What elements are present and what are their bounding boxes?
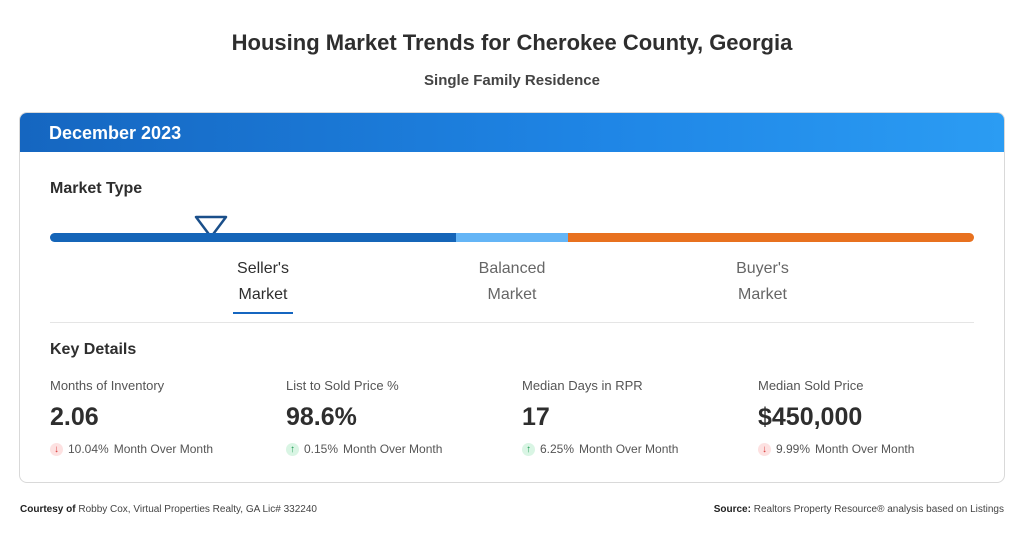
scale-segment-balanced	[456, 233, 568, 242]
stat-label: Median Sold Price	[758, 378, 864, 393]
stat-change-period: Month Over Month	[113, 442, 214, 456]
active-market-underline	[233, 312, 293, 314]
stat-median-sold-price: Median Sold Price $450,000 ↓ 9.99% Month…	[758, 378, 978, 456]
stat-median-days-in-rpr: Median Days in RPR 17 ↑ 6.25% Month Over…	[522, 378, 742, 456]
footer-courtesy: Courtesy of Robby Cox, Virtual Propertie…	[20, 504, 317, 515]
footer-courtesy-label: Courtesy of	[20, 504, 76, 515]
stat-value: $450,000	[758, 403, 863, 431]
stat-label: Months of Inventory	[50, 378, 165, 393]
market-type-label: Market Type	[50, 180, 143, 197]
stat-change-period: Month Over Month	[815, 442, 915, 456]
footer-source-text: Realtors Property Resource® analysis bas…	[753, 504, 1004, 515]
section-divider	[50, 322, 974, 323]
market-type-scale	[50, 233, 974, 242]
stat-value: 17	[522, 403, 550, 431]
footer-source-label: Source:	[713, 504, 751, 515]
arrow-up-icon: ↑	[522, 442, 535, 456]
market-card: December 2023 Market Type Seller's Marke…	[19, 112, 1005, 483]
stat-change: ↑ 0.15% Month Over Month	[286, 442, 506, 456]
card-header-period: December 2023	[20, 113, 1004, 152]
stat-change: ↓ 9.99% Month Over Month	[758, 442, 978, 456]
stat-change-percent: 0.15%	[304, 442, 339, 456]
stat-list-to-sold: List to Sold Price % 98.6% ↑ 0.15% Month…	[286, 378, 506, 456]
stat-months-of-inventory: Months of Inventory 2.06 ↓ 10.04% Month …	[50, 378, 270, 456]
market-option-buyer-line1: Buyer's	[736, 260, 789, 277]
market-option-balanced-line2: Market	[487, 286, 537, 303]
stat-change: ↑ 6.25% Month Over Month	[522, 442, 742, 456]
market-option-buyer: Buyer's Market	[725, 256, 800, 308]
market-option-seller-line1: Seller's	[237, 260, 289, 277]
scale-segment-buyer	[568, 233, 974, 242]
stat-change-percent: 10.04%	[68, 442, 109, 456]
stat-change-percent: 6.25%	[540, 442, 575, 456]
stat-label: Median Days in RPR	[522, 378, 643, 393]
arrow-down-icon: ↓	[50, 442, 63, 456]
arrow-up-icon: ↑	[286, 442, 299, 456]
stat-change-period: Month Over Month	[343, 442, 443, 456]
scale-segment-seller	[50, 233, 456, 242]
stat-change-percent: 9.99%	[776, 442, 811, 456]
stat-change: ↓ 10.04% Month Over Month	[50, 442, 270, 456]
stat-value: 98.6%	[286, 403, 357, 431]
key-details-label: Key Details	[50, 341, 137, 358]
footer-source: Source: Realtors Property Resource® anal…	[714, 504, 1004, 515]
page-title: Housing Market Trends for Cherokee Count…	[231, 30, 793, 55]
stat-label: List to Sold Price %	[286, 378, 399, 393]
arrow-down-icon: ↓	[758, 442, 771, 456]
market-option-balanced-line1: Balanced	[478, 260, 546, 277]
footer-courtesy-text: Robby Cox, Virtual Properties Realty, GA…	[78, 504, 317, 515]
stat-change-period: Month Over Month	[579, 442, 679, 456]
stat-value: 2.06	[50, 403, 99, 431]
page-subtitle: Single Family Residence	[424, 72, 600, 89]
market-option-balanced: Balanced Market	[472, 256, 552, 308]
market-pointer-icon	[194, 215, 228, 239]
market-option-seller: Seller's Market	[233, 256, 293, 314]
market-option-seller-line2: Market	[238, 286, 288, 303]
market-option-buyer-line2: Market	[738, 286, 787, 303]
